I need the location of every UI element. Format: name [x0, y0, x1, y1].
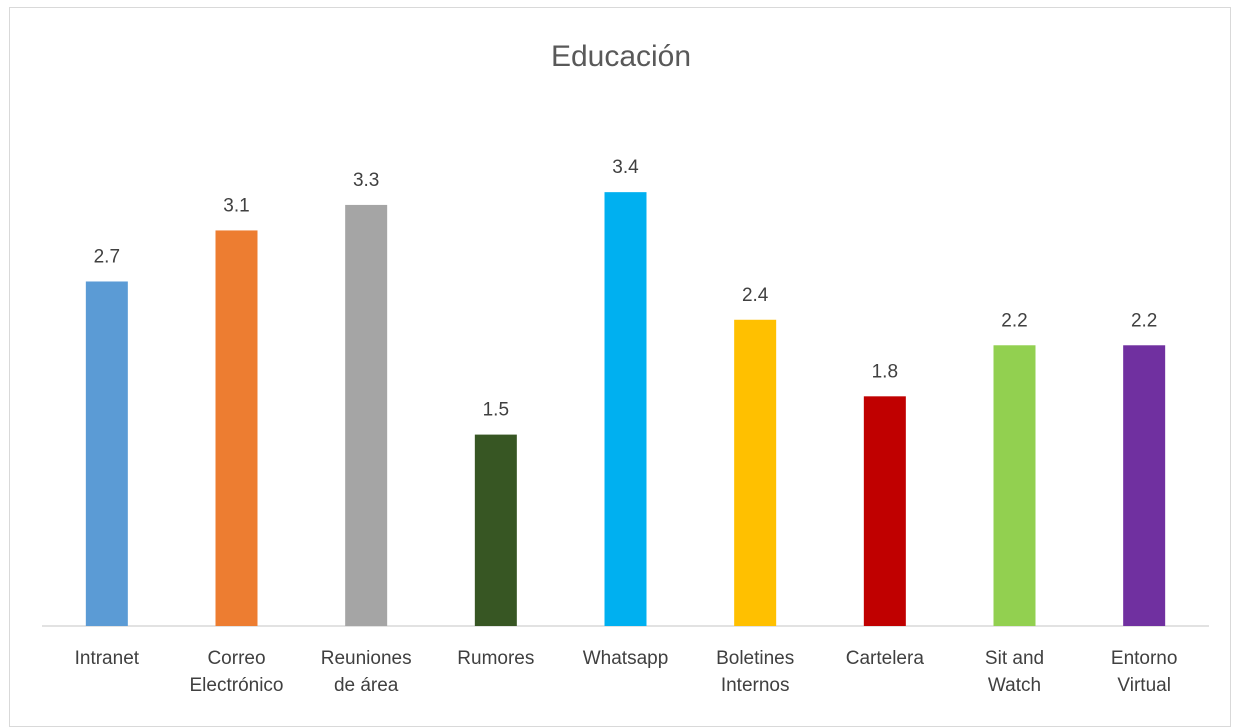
- x-tick-label: Entorno: [1111, 648, 1178, 669]
- data-label: 2.7: [94, 246, 120, 267]
- x-tick-label: Reuniones: [321, 648, 412, 669]
- data-label: 1.8: [872, 361, 898, 382]
- x-tick-label: Internos: [721, 675, 790, 696]
- x-tick-label: Correo: [207, 648, 265, 669]
- bar: [85, 281, 128, 626]
- bar: [1123, 345, 1166, 626]
- bar: [474, 434, 517, 626]
- data-label: 2.4: [742, 285, 769, 306]
- bar: [604, 192, 647, 626]
- bar: [215, 230, 258, 626]
- x-tick-label: Electrónico: [190, 675, 284, 696]
- bar: [993, 345, 1036, 626]
- data-label: 3.1: [223, 195, 249, 216]
- bar: [734, 319, 777, 626]
- x-tick-label: Sit and: [985, 648, 1044, 669]
- data-label: 1.5: [483, 400, 509, 421]
- bar: [863, 396, 906, 626]
- x-tick-label: de área: [334, 675, 399, 696]
- x-tick-label: Watch: [988, 675, 1041, 696]
- x-tick-label: Whatsapp: [583, 648, 669, 669]
- data-label: 3.4: [612, 157, 639, 178]
- x-tick-label: Cartelera: [846, 648, 925, 669]
- x-tick-label: Virtual: [1117, 675, 1171, 696]
- x-tick-label: Rumores: [457, 648, 534, 669]
- x-tick-label: Intranet: [75, 648, 140, 669]
- data-label: 3.3: [353, 170, 379, 191]
- x-tick-label: Boletines: [716, 648, 794, 669]
- data-label: 2.2: [1131, 310, 1157, 331]
- data-label: 2.2: [1001, 310, 1027, 331]
- bar: [345, 204, 388, 627]
- chart-title: Educación: [550, 40, 692, 73]
